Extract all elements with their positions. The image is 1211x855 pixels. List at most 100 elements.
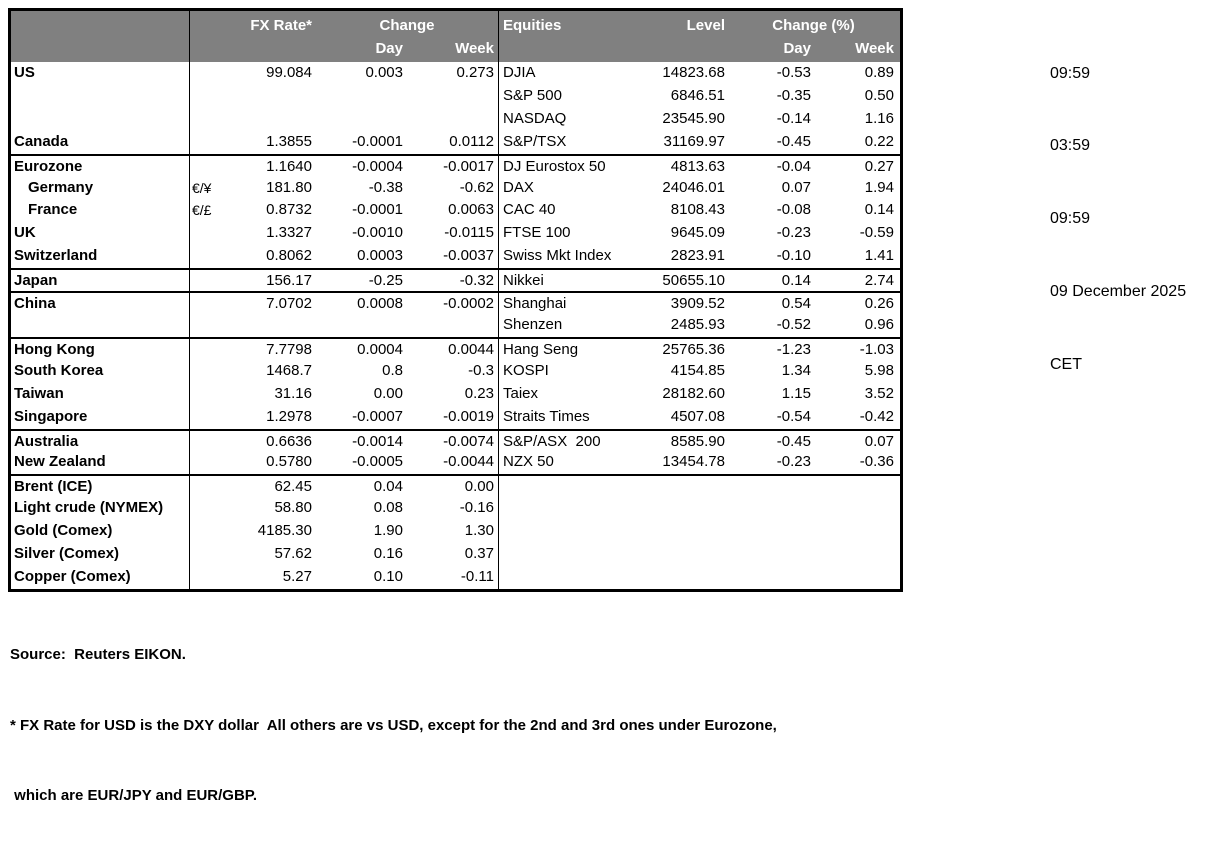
equity-week-change-cell: 5.98 (864, 361, 894, 379)
table-header-row-2: Day Week Day Week (11, 38, 900, 62)
market-report-page: FX Rate* Change Equities Level Change (%… (8, 8, 1187, 804)
currency-pair-label (190, 245, 218, 268)
equity-week-change-cell: 1.16 (864, 109, 894, 127)
equity-day-change-cell: 1.15 (781, 384, 811, 402)
equity-name: DJ Eurostox 50 (503, 157, 606, 175)
currency-pair-label (190, 360, 218, 383)
equity-name (499, 543, 647, 566)
equity-week-change-cell: 0.14 (864, 201, 894, 219)
table-row: Australia 0.6636 -0.0014 -0.0074 S&P/ASX 200… (11, 428, 900, 452)
fx-week-change-cell: -0.11 (407, 565, 499, 589)
fx-day-change-cell: -0.0004 (352, 157, 403, 175)
fx-week-change-cell: -0.16 (407, 497, 499, 521)
table-row: NASDAQ 23545.90 -0.14 1.16 (11, 107, 900, 131)
fx-day-change-cell: -0.38 (368, 178, 403, 196)
table-row: Brent (ICE) 62.45 0.04 0.00 (11, 474, 900, 498)
fx-day-change-cell: -0.0001 (352, 201, 403, 219)
fx-rate-cell (218, 314, 316, 337)
fx-rate-cell: 5.27 (282, 567, 312, 585)
equity-level-cell: 9645.09 (670, 224, 725, 242)
equity-name: Hang Seng (503, 340, 579, 358)
equities-header: Equities (503, 17, 562, 34)
equity-week-change-cell: 2.74 (864, 272, 894, 290)
equity-week-change-cell (815, 476, 898, 497)
table-row: France €/£ 0.8732 -0.0001 0.0063 CAC 40 8108.4… (11, 199, 900, 223)
equity-level-cell: 2823.91 (670, 247, 725, 265)
fx-day-change-cell: 0.003 (365, 64, 403, 81)
country-label: Germany (11, 176, 190, 200)
equity-level-cell: 23545.90 (662, 109, 725, 127)
equity-day-change-cell: -0.52 (776, 315, 811, 333)
equity-week-change-cell (815, 543, 898, 566)
table-row: Singapore 1.2978 -0.0007 -0.0019 Straits Tim… (11, 405, 900, 429)
header-country-cell (11, 38, 190, 62)
equity-name: S&P 500 (503, 86, 562, 104)
fx-rate-cell: 58.80 (274, 499, 312, 517)
header-pair-cell (190, 38, 218, 62)
equity-week-change-cell: 1.41 (864, 247, 894, 265)
equity-level-cell: 28182.60 (662, 384, 725, 402)
table-row: Taiwan 31.16 0.00 0.23 Taiex 28182.60 1.15 3.52 (11, 382, 900, 406)
fx-day-header: Day (375, 40, 403, 57)
equity-day-change-cell: -0.23 (776, 224, 811, 242)
header-level-cell (647, 38, 729, 62)
fx-rate-cell: 57.62 (274, 545, 312, 563)
equity-week-change-cell: 0.27 (864, 157, 894, 175)
equity-level-cell: 8108.43 (670, 201, 725, 219)
country-label: Copper (Comex) (11, 565, 190, 589)
currency-pair-label (190, 431, 218, 452)
fx-week-change-cell: -0.0074 (407, 430, 499, 452)
timestamp-2: 03:59 (1050, 137, 1091, 155)
currency-pair-label (190, 85, 218, 108)
equity-name: NZX 50 (503, 453, 554, 471)
equity-name (499, 566, 647, 589)
fx-week-change-cell: -0.0044 (407, 451, 499, 475)
fx-rate-cell: 1468.7 (266, 361, 312, 379)
market-data-table: FX Rate* Change Equities Level Change (%… (8, 8, 903, 592)
fx-rate-cell: 1.3855 (266, 132, 312, 150)
fx-week-header: Week (407, 38, 499, 62)
level-header: Level (686, 17, 725, 34)
fx-day-change-cell: 0.04 (373, 478, 403, 496)
table-row: US 99.084 0.003 0.273 DJIA 14823.68 -0.53 0.89 (11, 62, 900, 85)
fx-day-change-cell: 0.00 (373, 384, 403, 402)
country-label (11, 313, 190, 337)
equity-level-cell (647, 543, 729, 566)
fx-day-change-cell: -0.0014 (352, 432, 403, 450)
fx-rate-cell: 0.6636 (266, 432, 312, 450)
source-line: Source: Reuters EIKON. (10, 646, 186, 663)
table-row: Eurozone 1.1640 -0.0004 -0.0017 DJ Eurostox … (11, 153, 900, 177)
fx-day-change-cell: -0.25 (368, 272, 403, 290)
fx-rate-cell: 4185.30 (257, 522, 312, 540)
fx-week-change-cell: -0.0115 (407, 222, 499, 246)
currency-pair-label (190, 520, 218, 543)
equity-level-cell (647, 520, 729, 543)
equity-level-cell (647, 497, 729, 520)
equity-day-change-cell: 0.14 (781, 272, 811, 290)
table-row: Light crude (NYMEX) 58.80 0.08 -0.16 (11, 497, 900, 521)
table-row: S&P 500 6846.51 -0.35 0.50 (11, 84, 900, 108)
fx-day-change-cell: 0.0008 (357, 295, 403, 313)
equity-day-change-cell: -0.35 (776, 86, 811, 104)
fx-day-change-cell: 0.08 (373, 499, 403, 517)
currency-pair-label (190, 566, 218, 589)
country-label: Brent (ICE) (11, 476, 190, 498)
table-row: Japan 156.17 -0.25 -0.32 Nikkei 50655.10 0.14 2… (11, 268, 900, 292)
fx-week-change-cell: -0.32 (407, 270, 499, 292)
country-label: Silver (Comex) (11, 543, 190, 566)
timestamp-block: 09:59 03:59 09:59 09 December 2025 CET (1050, 13, 1186, 426)
table-row: UK 1.3327 -0.0010 -0.0115 FTSE 100 9645.09 -0.… (11, 222, 900, 246)
fx-rate-cell: 99.084 (266, 64, 312, 81)
equity-level-cell: 50655.10 (662, 272, 725, 290)
equity-day-change-cell: -0.10 (776, 247, 811, 265)
equity-name: NASDAQ (503, 109, 567, 127)
equity-name (499, 476, 647, 497)
country-label: UK (11, 222, 190, 246)
equity-name: DAX (503, 178, 534, 196)
fx-rate-header: FX Rate* (250, 17, 312, 34)
equity-week-change-cell: 1.94 (864, 178, 894, 196)
fx-change-header: Change (316, 11, 499, 38)
equity-level-cell: 4813.63 (670, 157, 725, 175)
equity-name: Shanghai (503, 295, 567, 313)
equity-week-change-cell (815, 566, 898, 589)
